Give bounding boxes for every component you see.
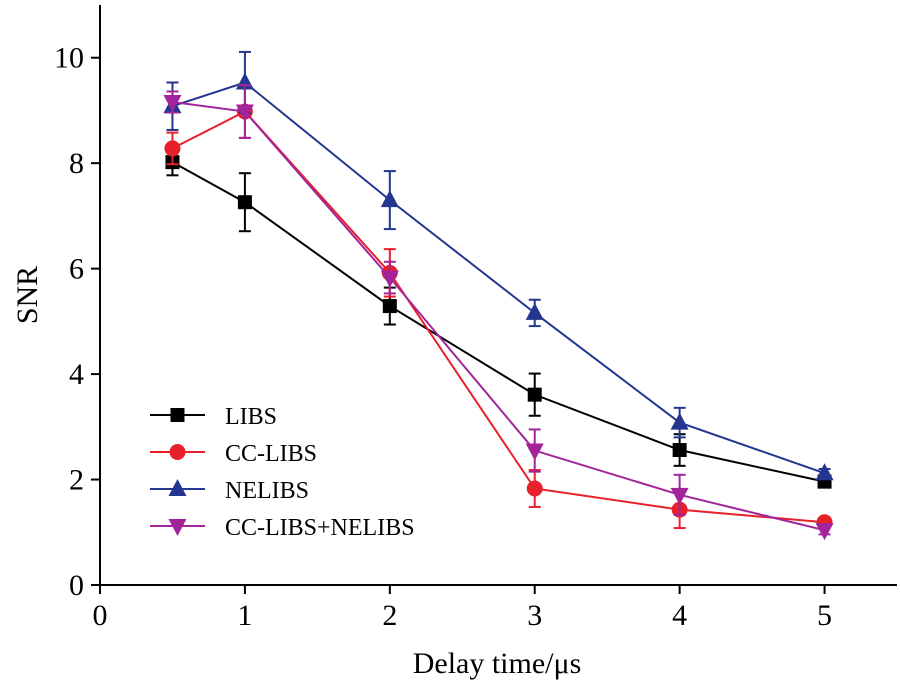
legend-label: CC-LIBS: [225, 441, 317, 467]
y-tick-label: 4: [69, 358, 84, 391]
data-point: [163, 95, 182, 113]
y-tick-label: 8: [69, 147, 84, 180]
data-point: [526, 480, 543, 497]
legend-item: CC-LIBS: [150, 441, 317, 467]
series-line: [171, 161, 825, 483]
data-point: [164, 140, 181, 157]
series-libs: [165, 147, 832, 489]
x-tick-label: 3: [527, 599, 542, 632]
data-point: [382, 299, 397, 314]
x-axis-label: Delay time/μs: [413, 647, 582, 680]
data-point: [670, 412, 689, 430]
ticks: 0 1 2 3 4 5 0 2 4 6 8 10: [54, 42, 832, 632]
data-point: [670, 487, 689, 505]
y-axis-label: SNR: [11, 266, 44, 324]
series-line: [172, 81, 825, 475]
data-point: [235, 104, 254, 122]
legend-marker: [169, 444, 186, 460]
data-point: [672, 443, 687, 458]
x-tick-label: 2: [382, 599, 397, 632]
y-tick-label: 6: [69, 253, 84, 286]
legend-label: LIBS: [225, 404, 277, 430]
series-line: [172, 110, 825, 524]
series-layer: [163, 50, 834, 541]
x-tick-label: 0: [93, 599, 108, 632]
legend-label: NELIBS: [225, 478, 309, 504]
data-point: [525, 443, 544, 461]
series-line: [172, 101, 825, 532]
data-point: [525, 302, 544, 320]
legend-marker: [168, 479, 187, 496]
legend-item: LIBS: [150, 404, 277, 430]
legend-marker: [170, 408, 185, 422]
data-point: [815, 523, 834, 541]
series-cc-libs-nelibs: [163, 84, 834, 541]
y-tick-label: 2: [69, 464, 84, 497]
legend-marker: [168, 519, 187, 536]
data-point: [380, 190, 399, 208]
legend-item: NELIBS: [150, 478, 309, 504]
x-tick-label: 1: [237, 599, 252, 632]
legend-item: CC-LIBS+NELIBS: [150, 515, 415, 541]
data-point: [237, 195, 252, 210]
y-tick-label: 10: [54, 42, 84, 75]
data-point: [815, 463, 834, 481]
data-point: [380, 270, 399, 288]
axes: [99, 5, 897, 586]
y-tick-label: 0: [69, 569, 84, 602]
legend: LIBS CC-LIBS NELIBS CC-LIBS+NELIBS: [150, 404, 415, 541]
legend-label: CC-LIBS+NELIBS: [225, 515, 415, 541]
x-tick-label: 4: [672, 599, 687, 632]
x-tick-label: 5: [817, 599, 832, 632]
data-point: [527, 387, 542, 402]
